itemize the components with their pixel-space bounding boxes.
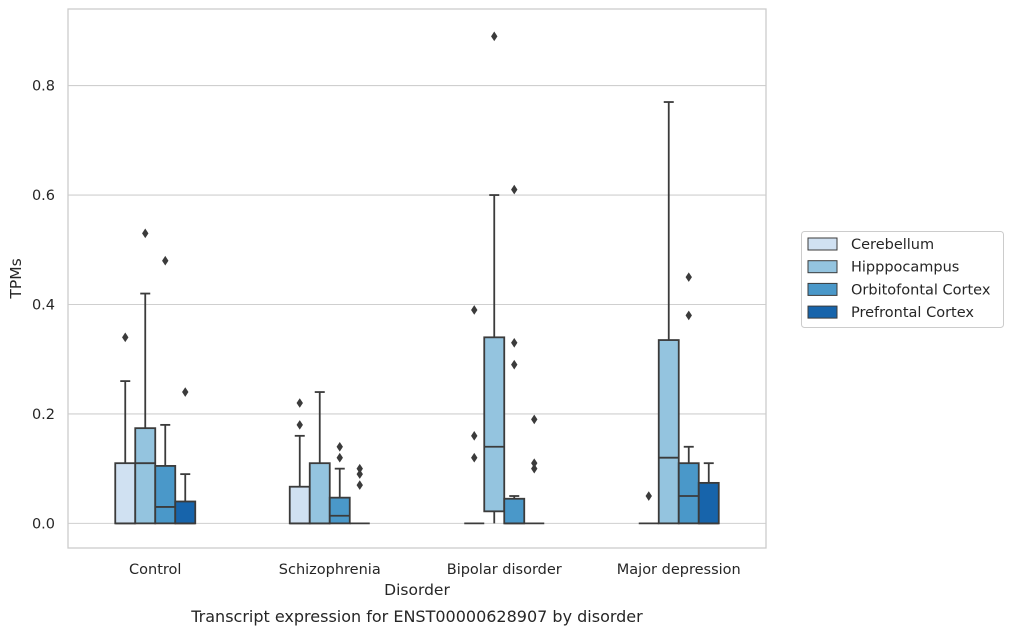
box-iqr [657, 339, 680, 525]
box-iqr [114, 462, 137, 525]
box-iqr [154, 465, 177, 525]
box-plot [697, 462, 720, 525]
plot-frame [67, 8, 767, 549]
legend: Cerebellum Hipppocampus Orbitofontal Corte… [801, 231, 1004, 328]
outlier-point [162, 255, 169, 266]
outlier-point [296, 420, 303, 430]
x-tick-label: Bipolar disorder [447, 562, 562, 578]
outlier-point [531, 414, 538, 425]
box-plot [154, 255, 177, 525]
box-plot [524, 414, 545, 525]
x-tick-label: Schizophrenia [279, 562, 381, 578]
outlier-group [471, 305, 478, 463]
outlier-point [356, 480, 363, 490]
y-axis-label: TPMs [7, 258, 25, 299]
outlier-point [122, 332, 129, 343]
y-tick-label: 0.8 [32, 79, 55, 95]
legend-label: Orbitofontal Cortex [851, 282, 991, 298]
box-iqr [134, 427, 157, 525]
outlier-point [142, 228, 149, 239]
box-iqr [288, 485, 311, 525]
box-plot [657, 101, 680, 525]
outlier-point [471, 431, 478, 441]
outlier-point [685, 272, 692, 282]
x-tick-label: Control [129, 562, 181, 578]
outlier-point [296, 398, 303, 408]
box-plot [174, 387, 197, 525]
y-tick-label: 0.6 [32, 188, 55, 204]
box-iqr [328, 496, 351, 525]
outlier-point [356, 463, 363, 474]
outlier-point [645, 491, 652, 501]
legend-swatch [807, 260, 838, 274]
box-plot [134, 228, 157, 525]
box-plot [308, 391, 331, 525]
y-tick-label: 0.0 [32, 516, 55, 532]
box-iqr [174, 500, 197, 525]
box-plot [503, 184, 526, 525]
box-iqr [677, 462, 700, 525]
outlier-point [356, 469, 363, 479]
outlier-point [531, 458, 538, 468]
legend-swatch [807, 237, 838, 251]
outlier-point [511, 359, 518, 370]
outlier-point [511, 184, 518, 195]
y-tick-label: 0.2 [32, 407, 55, 423]
box-iqr [483, 336, 506, 513]
legend-label: Prefrontal Cortex [851, 305, 974, 321]
outlier-point [471, 452, 478, 463]
box-iqr [697, 481, 720, 525]
x-axis-label: Disorder [384, 581, 450, 599]
outlier-point [511, 337, 518, 348]
box-plot [483, 31, 506, 524]
legend-frame [801, 231, 1004, 328]
outlier-point [685, 310, 692, 321]
legend-label: Hipppocampus [851, 260, 959, 276]
box-plot [288, 398, 311, 525]
x-tick-label: Major depression [617, 562, 741, 578]
box-plot [114, 332, 137, 525]
legend-label: Cerebellum [851, 237, 934, 253]
outlier-point [336, 441, 343, 452]
chart-caption: Transcript expression for ENST0000062890… [190, 607, 643, 626]
outlier-point [491, 31, 498, 42]
box-iqr [308, 462, 331, 525]
box-plot [328, 441, 351, 525]
box-iqr [503, 497, 526, 525]
outlier-point [531, 463, 538, 474]
outlier-point [182, 387, 189, 397]
box-plot [677, 272, 700, 525]
outlier-point [471, 305, 478, 315]
box-plot [349, 463, 370, 525]
legend-swatch [807, 305, 838, 319]
outlier-point [336, 452, 343, 463]
outlier-group [645, 491, 652, 501]
y-tick-label: 0.4 [32, 297, 55, 313]
legend-swatch [807, 282, 838, 296]
